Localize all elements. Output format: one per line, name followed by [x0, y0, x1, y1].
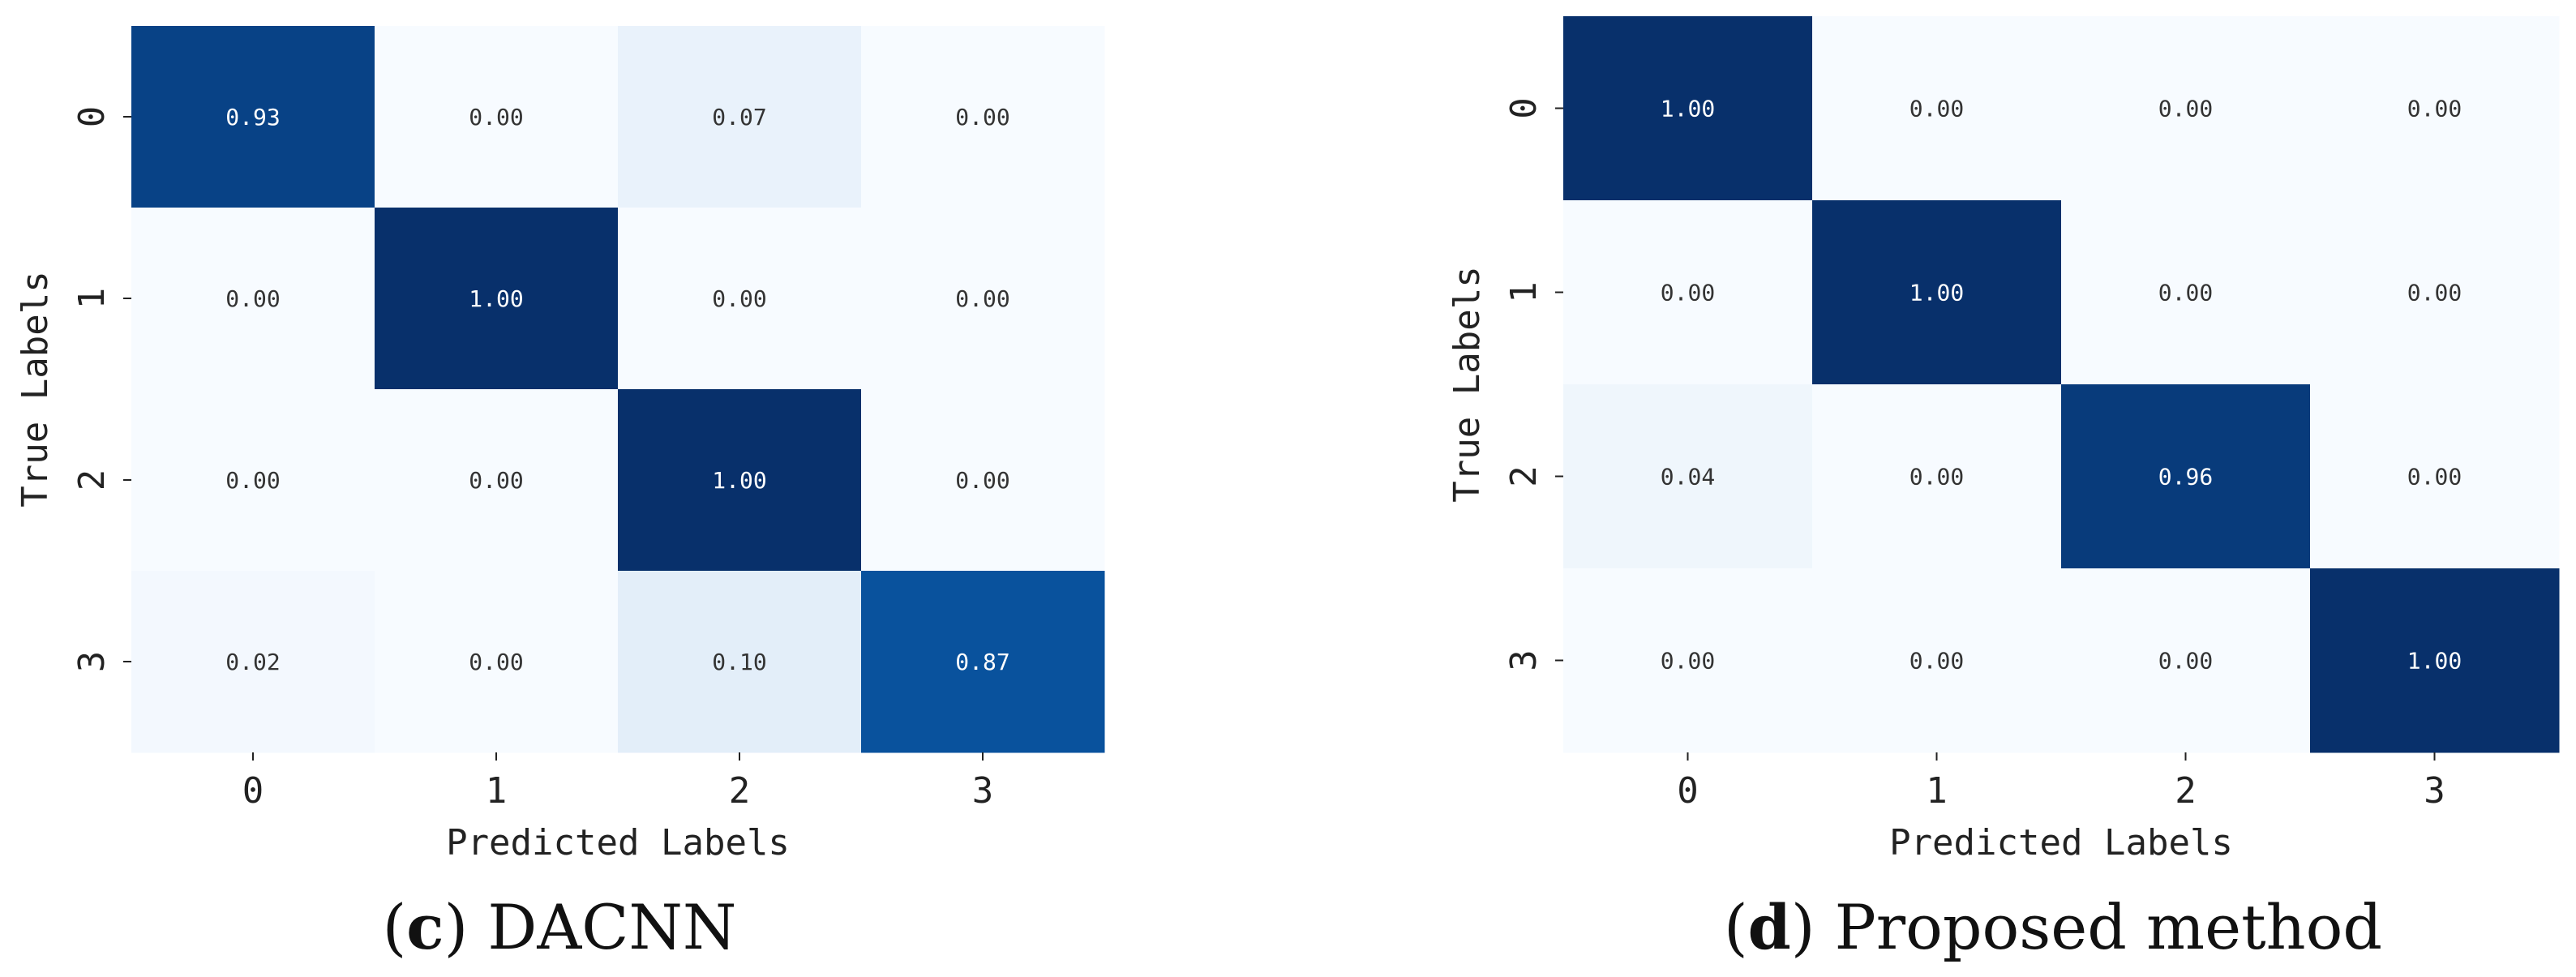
- heatmap-cell-r2-c3: [861, 389, 1105, 572]
- caption-letter: d: [1748, 891, 1791, 963]
- cell-value-label: 0.00: [2407, 464, 2462, 491]
- heatmap-cell-r1-c3: [861, 208, 1105, 390]
- cell-value-label: 0.00: [2158, 648, 2213, 675]
- heatmap-cell-r3-c2: [2061, 568, 2311, 753]
- x-tick-label: 3: [2424, 770, 2445, 812]
- heatmap-cell-r1-c1: [375, 208, 619, 390]
- y-tick-label: 3: [71, 651, 113, 673]
- y-axis-title: True Labels: [15, 271, 56, 507]
- cell-value-label: 0.00: [469, 104, 523, 131]
- caption-open-paren: (: [1724, 891, 1748, 963]
- heatmap-cell-r1-c0: [1563, 200, 1813, 385]
- cell-value-label: 1.00: [712, 467, 766, 494]
- cell-value-label: 0.00: [469, 649, 523, 675]
- x-tick-label: 2: [729, 770, 751, 812]
- heatmap-cell-r1-c2: [2061, 200, 2311, 385]
- figure-caption: (d) Proposed method: [1724, 891, 2382, 963]
- cell-value-label: 0.00: [1909, 464, 1964, 491]
- caption-open-paren: (: [383, 891, 407, 963]
- heatmap-cell-r2-c2: [618, 389, 862, 572]
- cell-value-label: 0.00: [225, 285, 280, 312]
- heatmap-panel-d: 1.00 0.00 0.00 0.00 0.00 1.00 0.00 0.00 0.04 0.00…: [1447, 16, 2560, 963]
- heatmap-cell-r3-c3: [2310, 568, 2560, 753]
- heatmap-cell-r0-c3: [861, 26, 1105, 208]
- heatmap-cell-r0-c3: [2310, 16, 2560, 201]
- heatmap-cell-r0-c0: [131, 26, 375, 208]
- heatmap-cell-r2-c1: [1812, 384, 2062, 569]
- cell-value-label: 1.00: [1661, 96, 1715, 122]
- cell-value-label: 0.00: [2158, 280, 2213, 306]
- cell-value-label: 0.07: [712, 104, 766, 131]
- cell-value-label: 0.00: [2407, 280, 2462, 306]
- y-tick-label: 2: [1503, 465, 1545, 487]
- heatmap-cell-r0-c2: [618, 26, 862, 208]
- heatmap-cell-r0-c2: [2061, 16, 2311, 201]
- heatmap-cell-r2-c0: [131, 389, 375, 572]
- cell-value-label: 0.00: [1909, 96, 1964, 122]
- cell-value-label: 0.00: [2158, 96, 2213, 122]
- cell-value-label: 0.00: [712, 285, 766, 312]
- cell-value-label: 0.02: [225, 649, 280, 675]
- cell-value-label: 0.87: [955, 649, 1009, 675]
- y-tick-label: 0: [1503, 97, 1545, 119]
- cell-value-label: 0.00: [955, 467, 1009, 494]
- y-tick-label: 2: [71, 469, 113, 491]
- heatmap-cell-r3-c2: [618, 571, 862, 753]
- heatmap-cell-r1-c1: [1812, 200, 2062, 385]
- cell-value-label: 1.00: [2407, 648, 2462, 675]
- cell-value-label: 0.00: [1661, 648, 1715, 675]
- x-tick-label: 0: [1677, 770, 1699, 812]
- y-tick-label: 0: [71, 106, 113, 128]
- heatmap-cell-r1-c3: [2310, 200, 2560, 385]
- heatmap-cell-r0-c1: [1812, 16, 2062, 201]
- heatmap-cell-r1-c0: [131, 208, 375, 390]
- cell-value-label: 0.00: [225, 467, 280, 494]
- heatmap-cell-r0-c0: [1563, 16, 1813, 201]
- x-axis-title: Predicted Labels: [1889, 822, 2233, 863]
- x-tick-label: 1: [1926, 770, 1948, 812]
- cell-value-label: 1.00: [469, 285, 523, 312]
- x-tick-label: 0: [242, 770, 264, 812]
- heatmap-panel-c: 0.93 0.00 0.07 0.00 0.00 1.00 0.00 0.00 0.00 0.00…: [15, 26, 1105, 963]
- cell-value-label: 0.04: [1661, 464, 1715, 491]
- heatmap-cell-r3-c0: [131, 571, 375, 753]
- x-tick-label: 2: [2175, 770, 2197, 812]
- heatmap-cell-r3-c0: [1563, 568, 1813, 753]
- heatmap-cell-r2-c0: [1563, 384, 1813, 569]
- heatmap-cell-r0-c1: [375, 26, 619, 208]
- y-tick-label: 1: [1503, 281, 1545, 303]
- heatmap-cell-r3-c1: [375, 571, 619, 753]
- cell-value-label: 0.00: [1661, 280, 1715, 306]
- figure-caption: (c) DACNN: [383, 891, 737, 963]
- heatmap-cell-r1-c2: [618, 208, 862, 390]
- y-axis-title: True Labels: [1447, 266, 1488, 502]
- cell-value-label: 0.00: [955, 285, 1009, 312]
- caption-letter: c: [406, 891, 444, 963]
- heatmap-cell-r3-c3: [861, 571, 1105, 753]
- cell-value-label: 0.10: [712, 649, 766, 675]
- heatmap-cell-r2-c1: [375, 389, 619, 572]
- cell-value-label: 0.00: [469, 467, 523, 494]
- x-axis-title: Predicted Labels: [446, 822, 790, 863]
- cell-value-label: 1.00: [1909, 280, 1964, 306]
- heatmap-cell-r3-c1: [1812, 568, 2062, 753]
- y-tick-label: 3: [1503, 649, 1545, 671]
- cell-value-label: 0.00: [2407, 96, 2462, 122]
- cell-value-label: 0.93: [225, 104, 280, 131]
- cell-value-label: 0.00: [1909, 648, 1964, 675]
- caption-text: ) DACNN: [444, 891, 737, 963]
- heatmap-cell-r2-c2: [2061, 384, 2311, 569]
- cell-value-label: 0.96: [2158, 464, 2213, 491]
- heatmap-cell-r2-c3: [2310, 384, 2560, 569]
- x-tick-label: 1: [486, 770, 508, 812]
- caption-text: ) Proposed method: [1791, 891, 2382, 963]
- cell-value-label: 0.00: [955, 104, 1009, 131]
- y-tick-label: 1: [71, 288, 113, 310]
- x-tick-label: 3: [972, 770, 994, 812]
